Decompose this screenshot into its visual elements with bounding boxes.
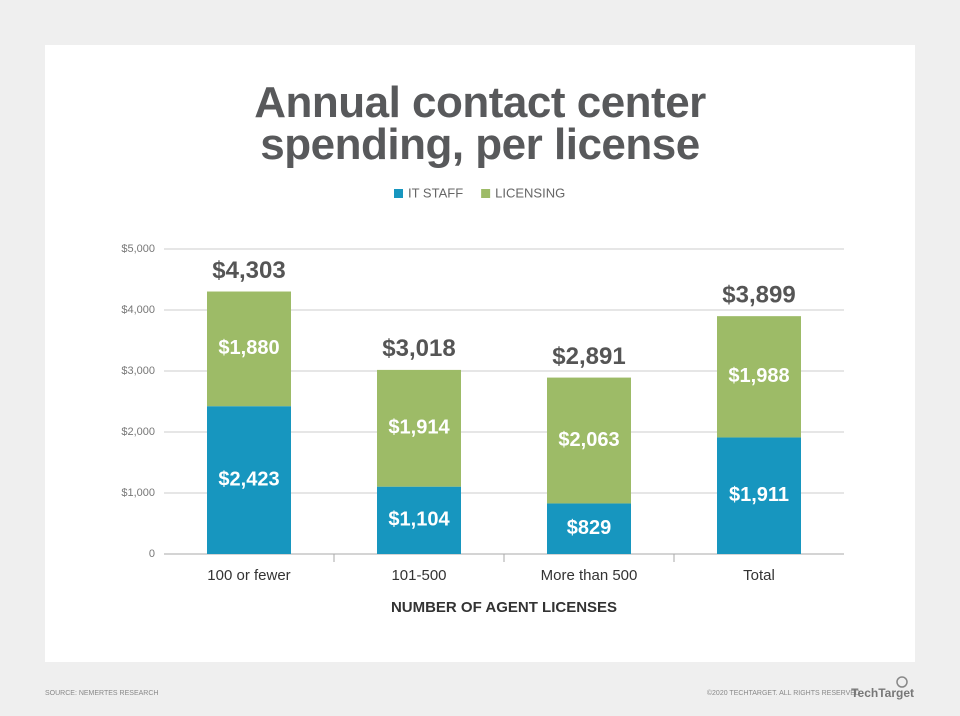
bar-segment: [547, 377, 631, 504]
value-label: $1,911: [729, 484, 789, 506]
value-label: $1,914: [388, 417, 450, 439]
total-label: $3,018: [382, 335, 455, 362]
x-tick-label: 100 or fewer: [207, 567, 290, 584]
legend-swatch: [481, 189, 491, 198]
logo-icon: [896, 676, 908, 688]
value-label: $2,063: [558, 429, 619, 451]
bar-segment: [547, 503, 631, 554]
y-tick-label: $1,000: [121, 487, 155, 499]
copyright: ©2020 TECHTARGET. ALL RIGHTS RESERVED: [707, 689, 860, 697]
y-tick-label: $5,000: [121, 243, 155, 255]
value-label: $1,988: [728, 365, 789, 387]
x-tick-label: Total: [743, 567, 775, 584]
x-tick-label: More than 500: [541, 567, 638, 584]
total-label: $4,303: [212, 257, 285, 284]
x-tick-label: 101-500: [391, 567, 446, 584]
chart-title: Annual contact center spending, per lice…: [254, 78, 706, 169]
total-label: $2,891: [552, 343, 625, 370]
bar-segment: [207, 291, 291, 407]
bar-segment: [377, 486, 461, 554]
bar-segment: [377, 369, 461, 487]
legend-label: IT STAFF: [408, 185, 463, 200]
logo: TechTarget: [851, 686, 914, 700]
bar-segment: [207, 406, 291, 554]
value-label: $829: [567, 517, 612, 539]
y-tick-label: 0: [149, 548, 155, 560]
value-label: $1,104: [388, 509, 450, 531]
y-tick-label: $3,000: [121, 365, 155, 377]
x-axis-label: NUMBER OF AGENT LICENSES: [391, 599, 617, 616]
bar-segment: [717, 316, 801, 438]
legend-swatch: [394, 189, 403, 198]
legend-label: LICENSING: [495, 185, 565, 200]
y-tick-label: $4,000: [121, 304, 155, 316]
source: SOURCE: NEMERTES RESEARCH: [45, 690, 158, 697]
bar-segment: [717, 437, 801, 554]
value-label: $1,880: [218, 337, 279, 359]
y-tick-label: $2,000: [121, 426, 155, 438]
total-label: $3,899: [722, 282, 795, 309]
value-label: $2,423: [218, 468, 279, 490]
